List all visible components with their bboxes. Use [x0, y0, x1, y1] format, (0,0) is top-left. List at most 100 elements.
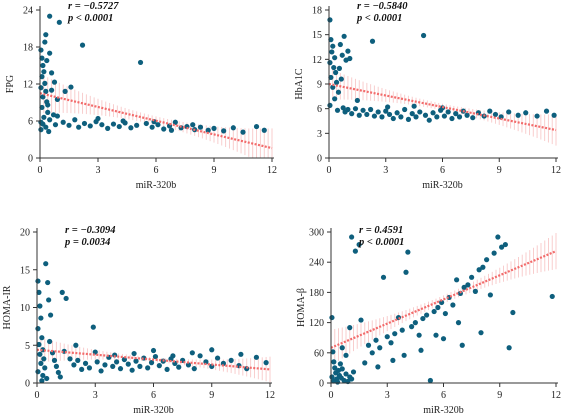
data-point [439, 299, 445, 306]
data-point [339, 52, 345, 58]
data-point [383, 108, 389, 114]
y-axis-label: HbA1C [294, 68, 305, 99]
data-point [398, 114, 404, 120]
data-point [253, 123, 260, 130]
data-point [76, 124, 82, 130]
x-tick-label: 6 [151, 390, 156, 401]
data-point [331, 64, 337, 71]
data-point [402, 106, 408, 113]
y-tick-label: 15 [312, 30, 322, 41]
data-point [155, 122, 161, 128]
data-point [53, 363, 60, 369]
data-point [172, 119, 178, 125]
data-point [341, 33, 347, 39]
y-tick-label: 120 [309, 318, 324, 329]
data-point [39, 55, 45, 61]
x-tick-label: 6 [440, 165, 445, 176]
regression-line [36, 348, 271, 371]
data-point [459, 342, 465, 348]
data-point [499, 244, 505, 250]
data-point [41, 69, 47, 75]
data-point [405, 249, 411, 255]
data-point [68, 84, 74, 90]
data-point [343, 352, 349, 358]
data-point [364, 111, 370, 118]
data-point [60, 119, 66, 125]
data-point [42, 39, 48, 45]
data-point [39, 378, 45, 384]
data-point [120, 118, 126, 124]
data-point [332, 55, 338, 61]
data-point [492, 111, 499, 118]
data-point [137, 59, 144, 66]
data-point [349, 111, 355, 117]
data-point [368, 106, 374, 113]
data-point [427, 377, 433, 384]
stat-p-label: p < 0.0001 [358, 237, 404, 248]
data-point [339, 366, 345, 372]
data-point [92, 349, 98, 355]
x-tick-label: 0 [38, 165, 43, 176]
y-tick-label: 5 [25, 341, 30, 352]
data-point [420, 32, 427, 39]
data-point [134, 122, 140, 128]
data-point [433, 332, 439, 338]
data-point [75, 357, 81, 363]
data-point [331, 359, 337, 365]
data-point [79, 366, 85, 373]
stat-r-label: r = −0.5840 [357, 1, 408, 12]
data-point [43, 32, 49, 38]
data-point [327, 102, 333, 108]
data-point [328, 37, 334, 43]
data-point [333, 79, 340, 85]
data-point [365, 342, 372, 348]
x-tick-label: 0 [329, 390, 334, 401]
x-tick-label: 0 [327, 165, 332, 176]
data-point [230, 125, 236, 131]
data-point [99, 122, 105, 128]
data-point [328, 74, 334, 81]
y-tick-label: 12 [312, 55, 322, 66]
data-point [54, 113, 61, 119]
data-point [549, 293, 555, 300]
data-point [356, 241, 362, 248]
data-point [197, 124, 204, 130]
data-point [405, 116, 412, 122]
data-point [455, 320, 462, 326]
data-point [214, 355, 221, 361]
data-point [86, 365, 93, 371]
data-point [420, 315, 426, 322]
data-point [449, 115, 455, 122]
data-point [442, 310, 448, 317]
y-tick-label: 0 [319, 379, 324, 390]
data-point [472, 288, 478, 294]
data-point [238, 351, 244, 357]
data-point [42, 80, 48, 86]
data-point [337, 41, 343, 48]
plot-area [329, 233, 557, 385]
data-point [143, 120, 149, 127]
data-point [51, 79, 58, 85]
data-point [384, 334, 390, 340]
data-point [205, 127, 211, 133]
data-point [63, 295, 69, 302]
regression-line [330, 250, 557, 349]
data-point [94, 359, 100, 365]
data-point [329, 314, 335, 321]
data-point [164, 366, 170, 373]
data-point [352, 248, 358, 254]
data-point [422, 112, 429, 118]
data-point [338, 76, 344, 82]
data-point [43, 261, 49, 267]
data-point [44, 375, 50, 382]
data-point [435, 304, 441, 311]
data-point [190, 122, 196, 128]
data-point [369, 350, 375, 356]
x-axis-label: miR-320b [136, 180, 177, 191]
y-tick-label: 60 [314, 348, 324, 359]
data-point [330, 349, 336, 355]
data-point [352, 106, 359, 112]
data-point [133, 358, 139, 364]
x-tick-label: 3 [93, 390, 98, 401]
